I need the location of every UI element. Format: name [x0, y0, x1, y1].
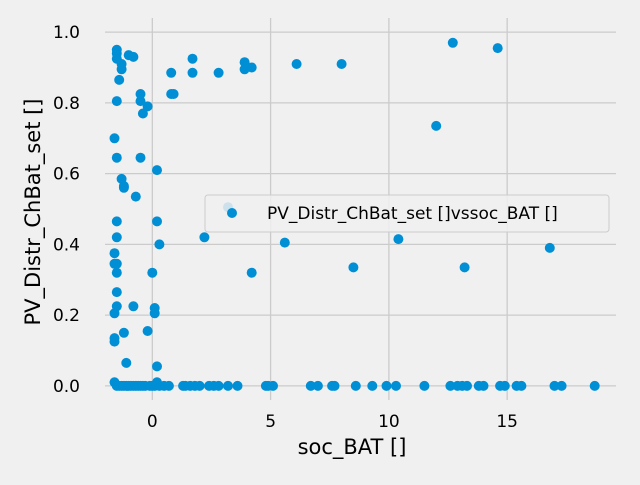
y-tick-label: 0.6	[53, 165, 80, 185]
data-point	[239, 57, 250, 68]
data-point	[111, 287, 122, 298]
data-point	[109, 336, 120, 347]
data-point	[381, 380, 392, 391]
data-point	[246, 267, 257, 278]
data-point	[391, 380, 401, 391]
y-axis-label: PV_Distr_ChBat_set []	[21, 99, 46, 326]
data-point	[393, 234, 404, 245]
data-point	[135, 96, 146, 107]
data-point	[246, 62, 257, 73]
y-tick-label: 0.4	[53, 235, 80, 255]
data-point	[147, 267, 158, 278]
data-point	[111, 267, 122, 278]
data-point	[367, 380, 378, 391]
data-point	[305, 380, 316, 391]
data-point	[499, 380, 510, 391]
data-point	[128, 51, 139, 62]
data-point	[187, 53, 198, 64]
data-point	[445, 380, 456, 391]
data-point	[279, 237, 290, 248]
data-point	[462, 380, 472, 391]
legend: PV_Distr_ChBat_set []vssoc_BAT []	[204, 194, 610, 233]
data-point	[163, 380, 174, 391]
data-point	[114, 74, 125, 85]
x-tick-label: 10	[378, 412, 400, 432]
data-point	[135, 152, 146, 163]
data-point	[350, 380, 361, 391]
legend-marker	[227, 208, 237, 218]
y-tick-label: 0.0	[53, 377, 80, 397]
data-point	[199, 232, 210, 243]
data-point	[142, 326, 153, 336]
data-point	[152, 216, 162, 227]
data-point	[137, 108, 148, 119]
legend-label: PV_Distr_ChBat_set []vssoc_BAT []	[267, 204, 558, 224]
data-point	[268, 380, 278, 391]
data-point	[213, 67, 224, 78]
data-point	[348, 262, 359, 273]
data-point	[459, 262, 470, 273]
data-point	[447, 37, 458, 48]
data-point	[516, 380, 527, 391]
data-point	[478, 380, 489, 391]
data-point	[492, 43, 503, 54]
data-point	[109, 248, 120, 259]
data-point	[118, 182, 129, 193]
data-point	[111, 152, 122, 163]
data-point	[168, 89, 179, 99]
data-point	[109, 308, 120, 319]
data-point	[312, 380, 323, 391]
y-tick-label: 0.2	[53, 306, 80, 326]
data-point	[128, 301, 139, 312]
data-point	[187, 67, 198, 78]
legend-box	[204, 194, 610, 233]
x-tick-label: 15	[496, 412, 518, 432]
data-point	[154, 239, 165, 250]
data-points	[109, 37, 600, 391]
data-point	[118, 327, 129, 338]
x-tick-label: 5	[265, 412, 276, 432]
data-point	[130, 191, 141, 202]
data-point	[166, 67, 177, 78]
data-point	[589, 380, 600, 391]
data-point	[142, 101, 153, 112]
data-point	[336, 59, 347, 69]
data-point	[213, 380, 224, 391]
data-point	[152, 165, 162, 176]
data-point	[135, 89, 146, 99]
x-tick-label: 0	[147, 412, 158, 432]
data-point	[152, 361, 162, 372]
data-point	[556, 380, 567, 391]
data-point	[223, 380, 233, 391]
data-point	[232, 380, 243, 391]
data-point	[111, 258, 122, 269]
data-point	[109, 133, 120, 144]
data-point	[111, 216, 122, 227]
x-axis-label: soc_BAT []	[298, 435, 407, 460]
data-point	[419, 380, 430, 391]
data-point	[149, 308, 160, 319]
y-tick-label: 1.0	[53, 23, 80, 43]
data-point	[121, 357, 132, 368]
y-tick-label: 0.8	[53, 94, 80, 114]
data-point	[111, 96, 122, 107]
data-point	[291, 59, 302, 69]
data-point	[194, 380, 205, 391]
data-point	[544, 242, 555, 253]
tick-labels: 0 5 10 15 0.0 0.2 0.4 0.6 0.8 1.0	[53, 23, 518, 432]
data-point	[329, 380, 340, 391]
data-point	[111, 232, 122, 243]
data-point	[116, 64, 127, 75]
data-point	[431, 120, 442, 131]
data-point	[549, 380, 560, 391]
